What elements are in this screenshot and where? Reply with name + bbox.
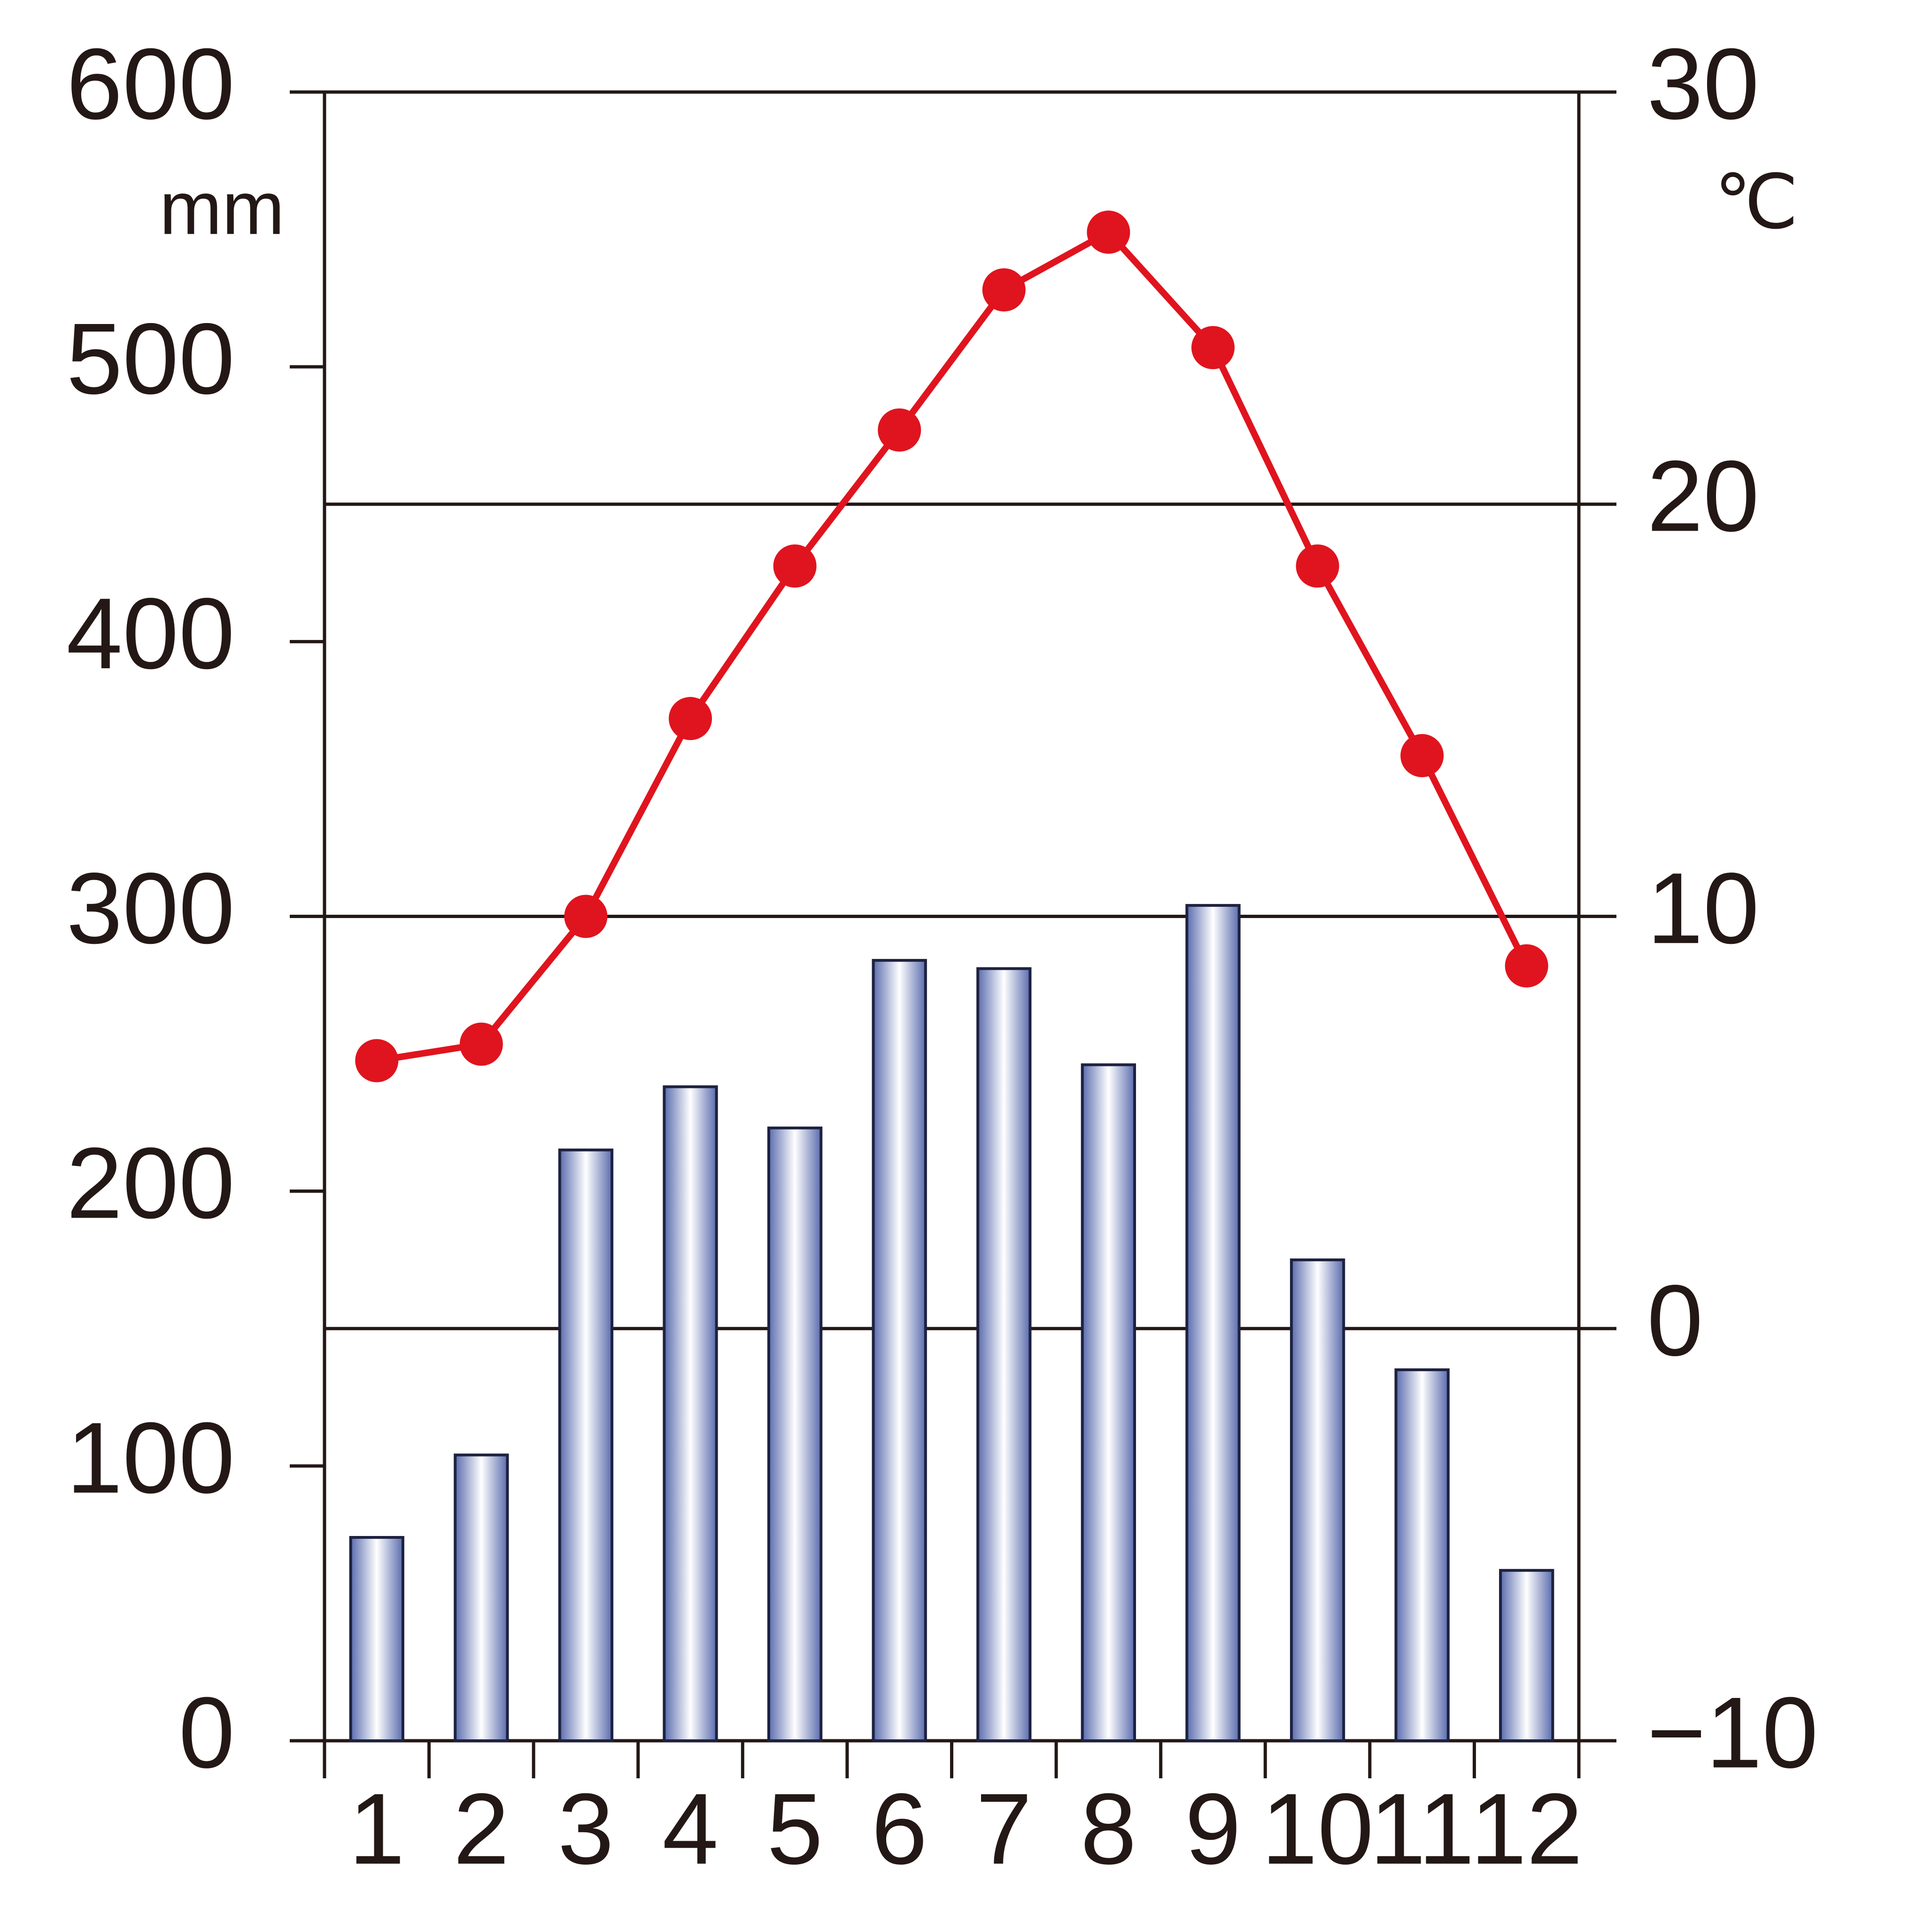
x-tick-label: 3 (558, 1772, 614, 1885)
bar (1290, 1258, 1345, 1742)
point (773, 544, 817, 588)
y-tick-label: 200 (66, 1126, 235, 1239)
y-tick-label: 400 (66, 577, 235, 690)
x-tick-label: 11 (1370, 1772, 1475, 1885)
x-tick-label: 4 (662, 1772, 719, 1885)
bar (1185, 904, 1241, 1742)
bar (767, 1127, 823, 1742)
y2-tick-label: 20 (1647, 440, 1759, 553)
bar (454, 1453, 509, 1743)
point (1191, 326, 1235, 370)
point (1087, 210, 1130, 254)
y-tick-label: 500 (66, 302, 235, 415)
x-tick-label: 12 (1470, 1772, 1583, 1885)
x-tick-label: 2 (453, 1772, 510, 1885)
y2-tick-label: 0 (1647, 1264, 1703, 1377)
x-tick-label: 5 (767, 1772, 823, 1885)
x-tick-label: 10 (1261, 1772, 1374, 1885)
point (355, 1039, 399, 1082)
bar (872, 959, 927, 1742)
y-tick-label: 300 (66, 851, 235, 965)
point (982, 268, 1026, 312)
bar (349, 1536, 404, 1742)
y2-tick-label: 30 (1647, 27, 1759, 140)
bar (1394, 1368, 1450, 1742)
y2-tick-label: −10 (1647, 1676, 1818, 1789)
y2-tick-label: 10 (1647, 851, 1759, 965)
point (564, 895, 608, 938)
bar (558, 1148, 614, 1742)
line (376, 229, 1530, 1064)
x-tick-label: 6 (871, 1772, 927, 1885)
x-tick-label: 8 (1081, 1772, 1137, 1885)
bar (663, 1085, 718, 1742)
point (878, 408, 921, 452)
point (459, 1022, 503, 1066)
bar (976, 967, 1032, 1742)
y2-axis-label: ℃ (1714, 160, 1799, 244)
y-tick-label: 600 (66, 27, 235, 140)
y-axis-label: mm (159, 166, 285, 250)
y-tick-label: 0 (178, 1676, 235, 1789)
x-tick-label: 7 (976, 1772, 1032, 1885)
bar (1081, 1063, 1136, 1742)
point (1296, 544, 1339, 588)
point (1400, 734, 1444, 778)
x-tick-label: 9 (1185, 1772, 1241, 1885)
y-tick-label: 100 (66, 1401, 235, 1514)
bar (1499, 1569, 1554, 1743)
point (1505, 944, 1548, 988)
point (669, 697, 712, 741)
x-tick-label: 1 (349, 1772, 405, 1885)
